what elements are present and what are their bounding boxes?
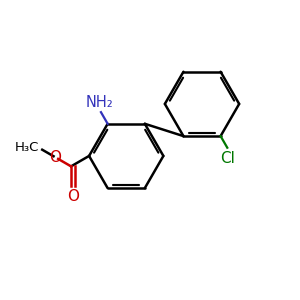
Text: O: O [50,150,61,165]
Text: Cl: Cl [220,151,235,166]
Text: O: O [67,189,79,204]
Text: NH₂: NH₂ [85,95,113,110]
Text: H₃C: H₃C [14,141,39,154]
